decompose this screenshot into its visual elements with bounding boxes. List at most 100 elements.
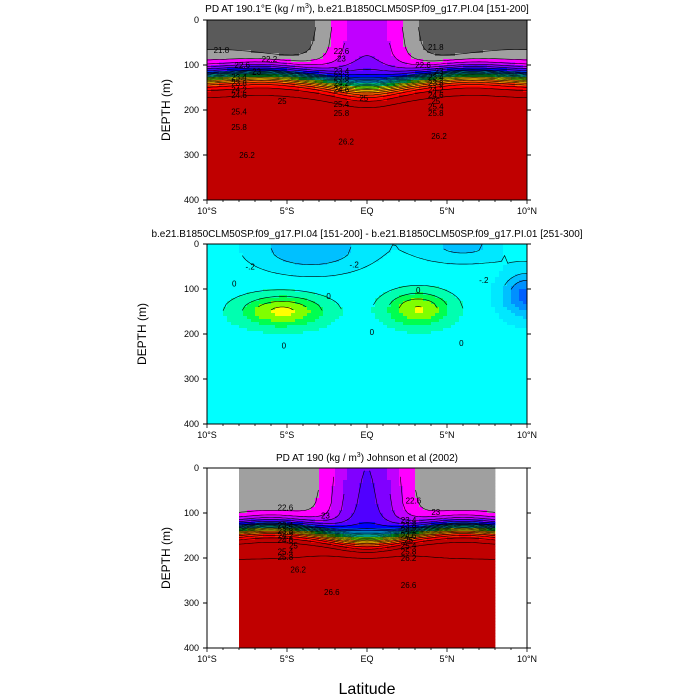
- contour-cell: [231, 161, 236, 165]
- contour-cell: [487, 131, 492, 135]
- contour-cell: [415, 26, 420, 30]
- contour-cell: [479, 179, 484, 183]
- contour-cell: [483, 167, 488, 171]
- contour-cell: [427, 98, 432, 102]
- contour-cell: [451, 35, 456, 39]
- contour-cell: [215, 44, 220, 48]
- contour-cell: [263, 101, 268, 105]
- contour-cell: [255, 155, 260, 159]
- contour-cell: [503, 194, 508, 198]
- contour-cell: [259, 197, 264, 201]
- contour-cell: [459, 59, 464, 63]
- contour-cell: [427, 146, 432, 150]
- contour-cell: [523, 143, 528, 147]
- contour-cell: [371, 137, 376, 141]
- contour-cell: [371, 65, 376, 69]
- contour-cell: [207, 346, 212, 350]
- contour-cell: [459, 77, 464, 81]
- contour-cell: [523, 86, 528, 90]
- contour-cell: [467, 170, 472, 174]
- contour-cell: [383, 188, 388, 192]
- contour-cell: [367, 98, 372, 102]
- contour-cell: [311, 32, 316, 36]
- contour-cell: [207, 367, 212, 371]
- contour-cell: [515, 167, 520, 171]
- contour-cell: [395, 164, 400, 168]
- contour-cell: [251, 197, 256, 201]
- contour-cell: [471, 29, 476, 33]
- contour-cell: [267, 122, 272, 126]
- contour-cell: [303, 68, 308, 72]
- contour-cell: [323, 32, 328, 36]
- contour-cell: [335, 95, 340, 99]
- contour-cell: [339, 95, 344, 99]
- contour-cell: [339, 20, 344, 24]
- contour-cell: [423, 113, 428, 117]
- contour-cell: [351, 113, 356, 117]
- contour-cell: [255, 53, 260, 57]
- contour-cell: [243, 119, 248, 123]
- contour-cell: [327, 119, 332, 123]
- contour-cell: [427, 65, 432, 69]
- contour-cell: [495, 107, 500, 111]
- contour-cell: [443, 80, 448, 84]
- contour-cell: [235, 116, 240, 120]
- contour-cell: [375, 47, 380, 51]
- contour-cell: [491, 62, 496, 66]
- contour-cell: [511, 59, 516, 63]
- contour-cell: [507, 59, 512, 63]
- contour-cell: [211, 32, 216, 36]
- contour-cell: [459, 110, 464, 114]
- contour-cell: [331, 86, 336, 90]
- contour-cell: [383, 176, 388, 180]
- contour-cell: [359, 155, 364, 159]
- contour-cell: [507, 134, 512, 138]
- contour-cell: [487, 197, 492, 201]
- contour-cell: [219, 143, 224, 147]
- contour-cell: [523, 77, 528, 81]
- contour-cell: [367, 92, 372, 96]
- contour-cell: [215, 68, 220, 72]
- contour-cell: [247, 176, 252, 180]
- contour-cell: [371, 170, 376, 174]
- contour-cell: [307, 23, 312, 27]
- contour-cell: [371, 29, 376, 33]
- contour-cell: [255, 128, 260, 132]
- contour-cell: [507, 194, 512, 198]
- contour-cell: [255, 149, 260, 153]
- contour-cell: [471, 101, 476, 105]
- contour-cell: [515, 119, 520, 123]
- contour-cell: [423, 194, 428, 198]
- contour-cell: [211, 268, 216, 272]
- contour-cell: [483, 194, 488, 198]
- contour-cell: [383, 164, 388, 168]
- contour-cell: [275, 158, 280, 162]
- contour-cell: [247, 140, 252, 144]
- contour-cell: [451, 83, 456, 87]
- contour-cell: [323, 38, 328, 42]
- contour-cell: [211, 86, 216, 90]
- contour-cell: [507, 89, 512, 93]
- contour-cell: [207, 164, 212, 168]
- contour-cell: [211, 77, 216, 81]
- contour-cell: [451, 80, 456, 84]
- contour-cell: [207, 23, 212, 27]
- contour-cell: [359, 125, 364, 129]
- contour-cell: [311, 104, 316, 108]
- contour-cell: [447, 152, 452, 156]
- contour-cell: [379, 116, 384, 120]
- contour-cell: [355, 104, 360, 108]
- contour-cell: [407, 95, 412, 99]
- contour-cell: [343, 29, 348, 33]
- contour-cell: [239, 185, 244, 189]
- contour-cell: [351, 101, 356, 105]
- contour-cell: [255, 47, 260, 51]
- contour-cell: [495, 104, 500, 108]
- contour-cell: [307, 164, 312, 168]
- contour-cell: [427, 161, 432, 165]
- contour-cell: [235, 86, 240, 90]
- contour-cell: [343, 125, 348, 129]
- contour-cell: [383, 119, 388, 123]
- contour-cell: [435, 194, 440, 198]
- contour-cell: [231, 59, 236, 63]
